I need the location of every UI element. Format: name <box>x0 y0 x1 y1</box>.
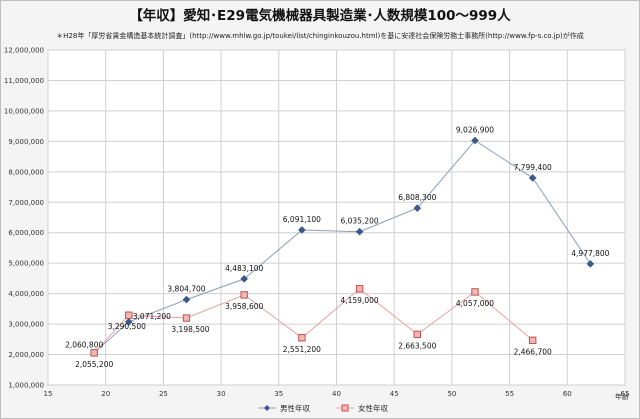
male-point <box>586 260 595 268</box>
y-tick-label: 11,000,000 <box>4 77 44 85</box>
data-label: 6,035,200 <box>340 217 378 226</box>
male-point <box>182 295 191 304</box>
y-tick-label: 1,000,000 <box>8 382 44 390</box>
series-line-male <box>93 139 591 354</box>
data-label: 2,055,200 <box>75 360 113 369</box>
x-tick-label: 30 <box>217 390 226 398</box>
female-point <box>413 330 421 339</box>
y-tick-label: 9,000,000 <box>8 138 44 146</box>
data-label: 4,159,000 <box>340 296 378 305</box>
data-label: 3,958,600 <box>225 302 263 311</box>
x-tick-label: 45 <box>390 390 399 398</box>
x-tick-label: 40 <box>332 390 341 398</box>
series-layer <box>90 136 595 357</box>
male-point <box>413 204 422 212</box>
data-label: 4,057,000 <box>456 299 494 308</box>
male-point <box>355 227 364 236</box>
y-tick-label: 5,000,000 <box>8 260 44 268</box>
male-point <box>298 226 306 234</box>
male-point <box>471 136 479 145</box>
legend-marker-female <box>341 404 349 412</box>
data-label: 3,290,500 <box>108 322 146 331</box>
data-label: 6,091,100 <box>283 215 321 224</box>
y-tick-label: 3,000,000 <box>8 321 44 329</box>
chart-title: 【年収】愛知･E29電気機械器具製造業･人数規模100～999人 <box>129 7 511 24</box>
female-point <box>471 288 479 296</box>
y-tick-label: 4,000,000 <box>8 290 44 298</box>
legend-label: 男性年収 <box>280 403 310 413</box>
x-tick-label: 50 <box>447 390 456 398</box>
male-point <box>124 318 133 326</box>
legend-label: 女性年収 <box>358 403 388 413</box>
data-label-layer: 2,060,800 3,071,200 3,804,700 4,483,100 6,09… <box>65 126 610 369</box>
data-label: 7,799,400 <box>514 163 552 172</box>
female-point <box>182 314 191 322</box>
data-label: 3,071,200 <box>133 312 171 321</box>
data-label: 4,483,100 <box>225 264 263 273</box>
x-tick-label: 15 <box>44 390 53 398</box>
axis-layer: 1,000,000 2,000,000 3,000,000 4,000,000 5,00… <box>4 47 630 399</box>
x-tick-label: 20 <box>101 390 110 398</box>
data-label: 3,198,500 <box>171 325 209 334</box>
female-point <box>125 311 133 319</box>
data-label: 2,466,700 <box>514 347 552 356</box>
female-point <box>528 336 537 345</box>
y-tick-label: 10,000,000 <box>4 107 44 115</box>
x-tick-label: 35 <box>274 390 283 398</box>
x-tick-label: 65 <box>621 390 630 398</box>
legend: 男性年収 女性年収 <box>258 403 388 413</box>
female-point <box>355 285 364 293</box>
data-label: 4,977,800 <box>571 249 609 258</box>
grid-layer <box>47 49 626 386</box>
y-tick-label: 8,000,000 <box>8 168 44 176</box>
data-label: 3,804,700 <box>167 285 205 294</box>
data-label: 2,551,200 <box>283 345 321 354</box>
male-point <box>240 275 249 283</box>
female-point <box>298 334 306 342</box>
data-label: 2,663,500 <box>398 341 436 350</box>
y-tick-label: 6,000,000 <box>8 229 44 237</box>
female-point <box>240 291 248 299</box>
y-tick-label: 2,000,000 <box>8 351 44 359</box>
data-label: 9,026,900 <box>456 126 494 135</box>
data-label: 6,808,300 <box>398 193 436 202</box>
y-tick-label: 7,000,000 <box>8 199 44 207</box>
x-tick-label: 60 <box>563 390 572 398</box>
legend-marker-male <box>264 405 270 411</box>
y-tick-label: 12,000,000 <box>4 47 44 55</box>
x-tick-label: 55 <box>505 390 514 398</box>
female-point <box>90 349 98 357</box>
data-label: 2,060,800 <box>65 341 103 350</box>
chart-subtitle: ＊H28年「厚労省賃金構造基本統計調査」(http://www.mhlw.go.… <box>56 31 584 40</box>
male-point <box>528 174 537 182</box>
x-tick-label: 25 <box>159 390 168 398</box>
x-axis-title: 年齢 <box>615 392 629 401</box>
